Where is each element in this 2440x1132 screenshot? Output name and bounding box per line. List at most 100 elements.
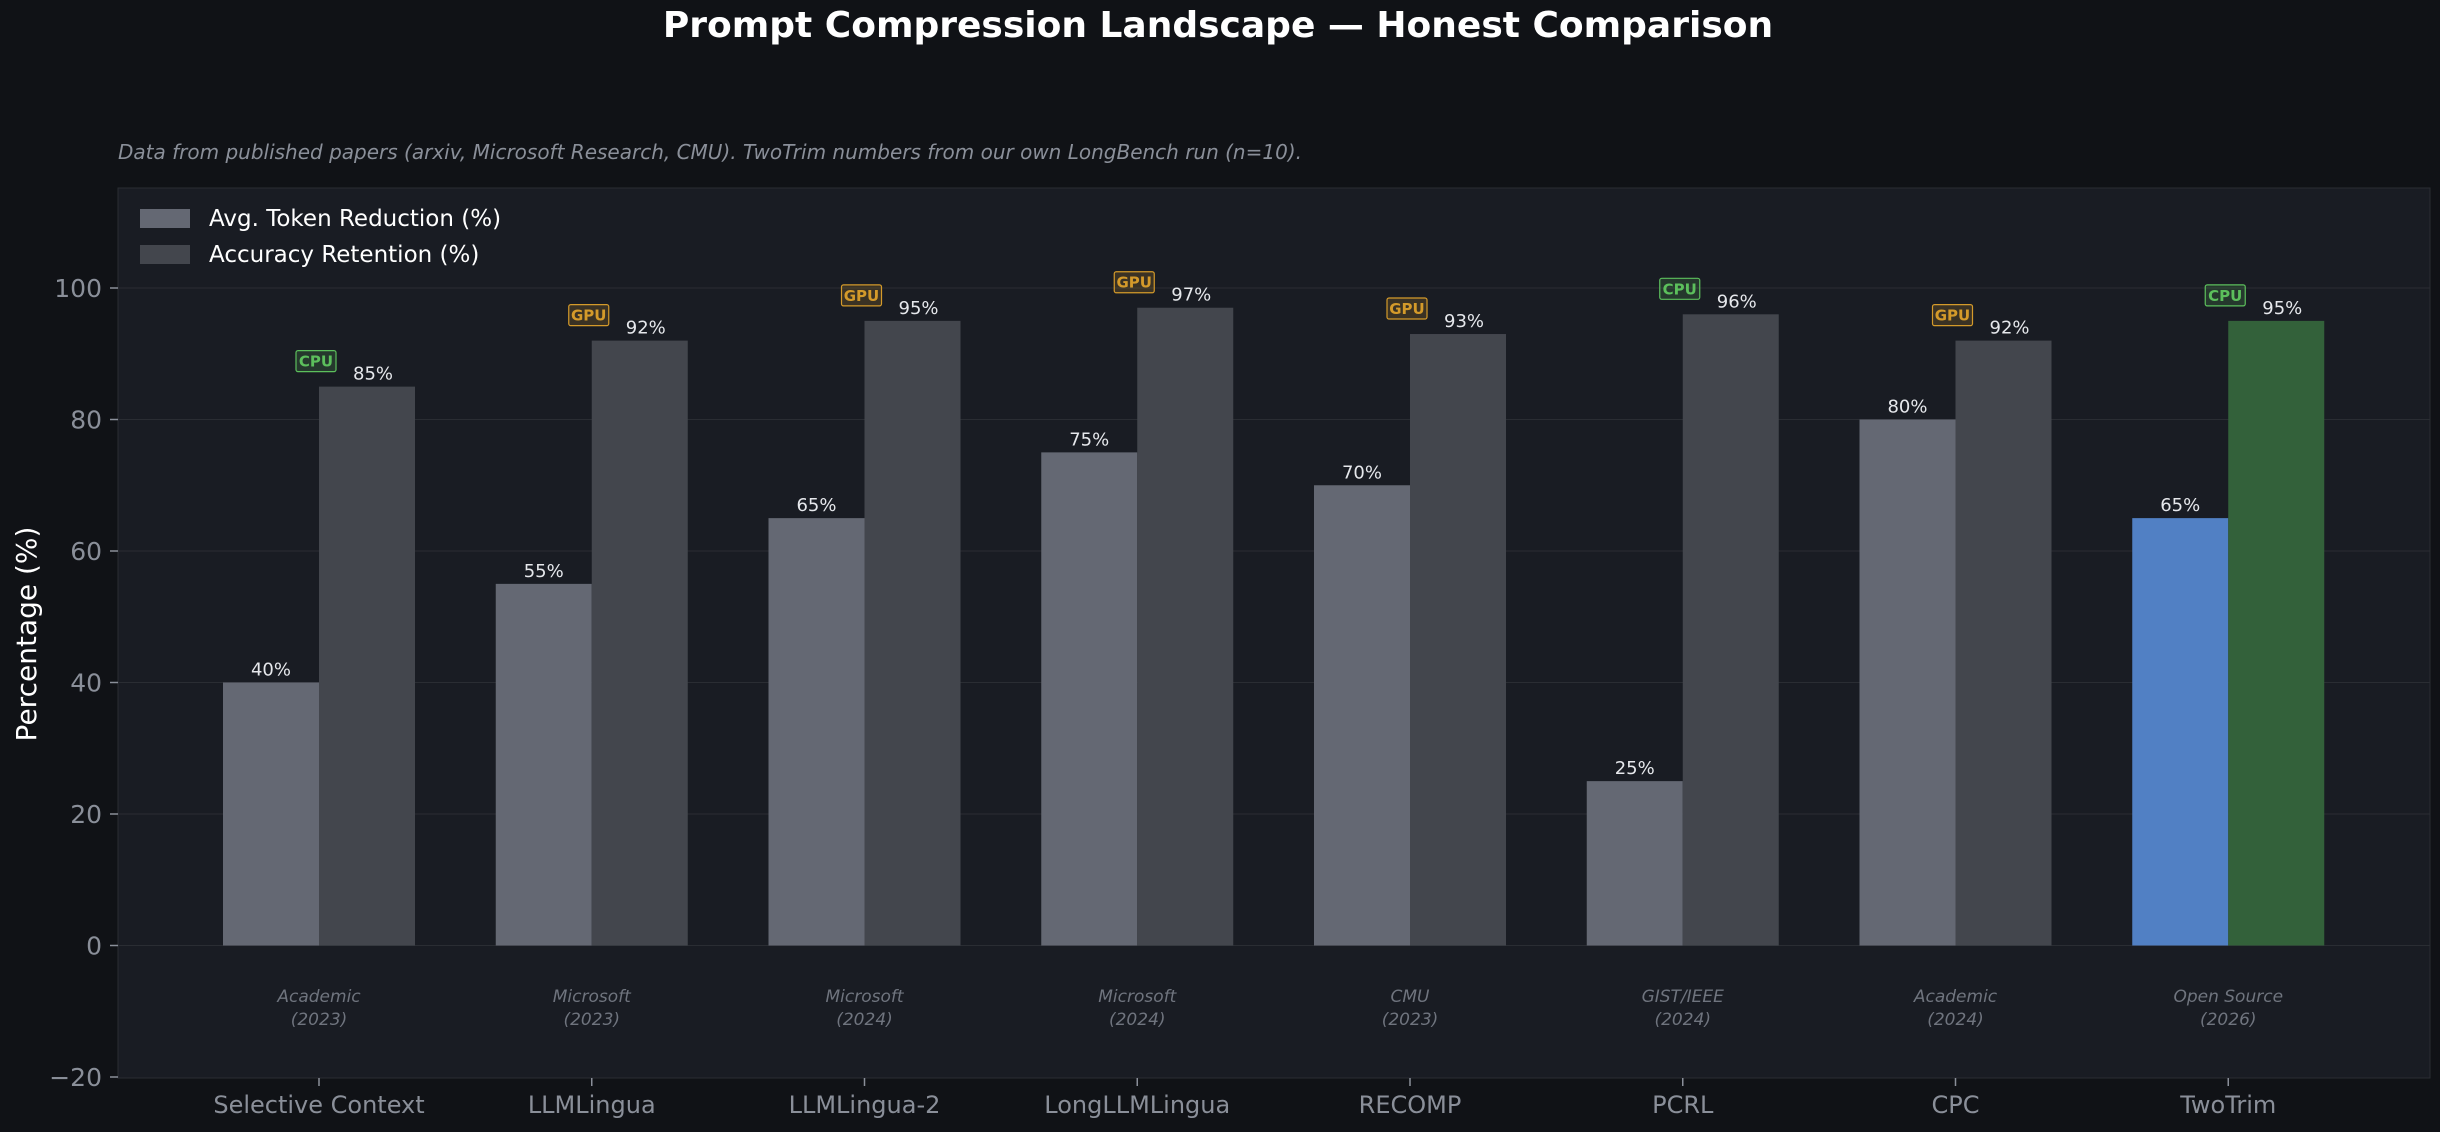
y-tick-label: 0 [86, 932, 102, 961]
source-year-llmlingua-2: (2024) [836, 1010, 893, 1030]
source-year-pcrl: (2024) [1654, 1010, 1711, 1030]
source-name-longllmlingua: Microsoft [1098, 987, 1177, 1007]
value-label-token-reduction: 70% [1342, 462, 1382, 483]
bar-token-reduction-longllmlingua [1041, 452, 1138, 946]
hardware-badge-box [840, 284, 883, 307]
legend: Avg. Token Reduction (%) Accuracy Retent… [140, 206, 501, 268]
source-year-selective-context: (2023) [291, 1010, 348, 1030]
legend-label-token-reduction: Avg. Token Reduction (%) [209, 206, 501, 232]
value-label-accuracy-retention: 95% [2262, 298, 2302, 319]
chart-subtitle: Data from published papers (arxiv, Micro… [118, 140, 1302, 164]
value-label-accuracy-retention: 85% [353, 364, 393, 385]
bar-accuracy-retention-cpc [1955, 340, 2052, 946]
bar-token-reduction-pcrl [1586, 781, 1683, 946]
y-tick-label: 100 [54, 274, 102, 303]
y-tick-label: 20 [70, 800, 102, 829]
source-name-llmlingua: Microsoft [553, 987, 632, 1007]
hardware-badge-selective-context: CPU [295, 350, 337, 373]
bars [223, 307, 2325, 946]
source-name-twotrim: Open Source [2173, 987, 2283, 1007]
value-label-accuracy-retention: 96% [1717, 291, 1757, 312]
source-year-recomp: (2023) [1382, 1010, 1439, 1030]
value-label-token-reduction: 25% [1615, 758, 1655, 779]
x-tick-label-twotrim: TwoTrim [2179, 1091, 2276, 1119]
source-name-selective-context: Academic [276, 987, 361, 1007]
y-tick-label: 40 [70, 669, 102, 698]
hardware-badge-recomp: GPU [1386, 297, 1428, 320]
source-name-pcrl: GIST/IEEE [1642, 987, 1725, 1007]
y-tick-label: 80 [70, 406, 102, 435]
bar-accuracy-retention-selective-context [319, 386, 415, 946]
chart-title: Prompt Compression Landscape — Honest Co… [663, 5, 1773, 46]
y-axis-label: Percentage (%) [10, 527, 43, 742]
source-year-twotrim: (2026) [2200, 1010, 2257, 1030]
value-label-accuracy-retention: 93% [1444, 311, 1484, 332]
hardware-badge-box [568, 304, 610, 327]
hardware-badge-box [295, 350, 337, 373]
hardware-badge-label: GPU [571, 307, 607, 325]
hardware-badge-box [1113, 271, 1155, 294]
hardware-badge-llmlingua-2: GPU [840, 284, 883, 307]
hardware-badge-pcrl: CPU [1659, 277, 1701, 300]
value-label-token-reduction: 55% [524, 561, 564, 582]
x-tick-label-llmlingua-2: LLMLingua-2 [789, 1091, 941, 1119]
source-year-llmlingua: (2023) [563, 1010, 620, 1030]
bar-token-reduction-twotrim [2132, 518, 2229, 946]
plot-area [117, 187, 2431, 1079]
bar-accuracy-retention-llmlingua [591, 340, 688, 946]
bar-token-reduction-selective-context [223, 682, 319, 946]
hardware-badge-box [1659, 277, 1701, 300]
value-label-accuracy-retention: 92% [1990, 318, 2030, 339]
value-label-token-reduction: 40% [251, 660, 291, 681]
hardware-badge-label: CPU [2208, 287, 2242, 305]
source-name-cpc: Academic [1913, 987, 1998, 1007]
x-tick-label-pcrl: PCRL [1652, 1091, 1714, 1119]
hardware-badge-label: CPU [299, 353, 333, 371]
x-tick-label-selective-context: Selective Context [213, 1091, 424, 1119]
value-label-token-reduction: 75% [1069, 429, 1109, 450]
x-tick-label-longllmlingua: LongLLMLingua [1044, 1091, 1230, 1119]
data-labels: 40% 85% CPU Academic (2023) 55% 92% GPU Microsof… [251, 271, 2302, 1030]
hardware-badge-box [1931, 304, 1974, 327]
value-label-accuracy-retention: 92% [626, 318, 666, 339]
legend-swatch-token-reduction [140, 209, 190, 228]
hardware-badge-box [2204, 284, 2246, 307]
axes: −20 0 20 40 60 80 100 Selective Context LLMLingu… [49, 274, 2276, 1119]
bar-token-reduction-llmlingua-2 [768, 518, 865, 946]
legend-label-accuracy-retention: Accuracy Retention (%) [209, 242, 479, 268]
hardware-badge-label: CPU [1663, 280, 1697, 298]
hardware-badge-llmlingua: GPU [568, 304, 610, 327]
bar-accuracy-retention-pcrl [1682, 314, 1779, 946]
x-tick-label-cpc: CPC [1932, 1091, 1980, 1119]
bar-token-reduction-cpc [1859, 419, 1956, 946]
source-name-llmlingua-2: Microsoft [825, 987, 904, 1007]
legend-swatch-accuracy-retention [140, 245, 190, 264]
value-label-token-reduction: 80% [1887, 397, 1927, 418]
y-tick-label: −20 [49, 1063, 102, 1092]
source-year-longllmlingua: (2024) [1109, 1010, 1166, 1030]
hardware-badge-label: GPU [1117, 274, 1153, 292]
bar-accuracy-retention-twotrim [2228, 320, 2325, 946]
value-label-accuracy-retention: 95% [899, 298, 939, 319]
hardware-badge-label: GPU [1935, 307, 1971, 325]
value-label-token-reduction: 65% [796, 495, 836, 516]
x-tick-label-llmlingua: LLMLingua [528, 1091, 656, 1119]
hardware-badge-cpc: GPU [1931, 304, 1974, 327]
bar-token-reduction-llmlingua [495, 583, 592, 946]
y-tick-label: 60 [70, 537, 102, 566]
value-label-token-reduction: 65% [2160, 495, 2200, 516]
bar-accuracy-retention-llmlingua-2 [864, 320, 961, 946]
hardware-badge-longllmlingua: GPU [1113, 271, 1155, 294]
value-label-accuracy-retention: 97% [1171, 285, 1211, 306]
hardware-badge-label: GPU [1389, 300, 1425, 318]
bar-accuracy-retention-recomp [1410, 334, 1506, 946]
bar-token-reduction-recomp [1314, 485, 1410, 946]
hardware-badge-twotrim: CPU [2204, 284, 2246, 307]
bar-accuracy-retention-longllmlingua [1137, 307, 1234, 946]
x-tick-label-recomp: RECOMP [1359, 1091, 1462, 1119]
hardware-badge-box [1386, 297, 1428, 320]
hardware-badge-label: GPU [844, 287, 880, 305]
source-name-recomp: CMU [1391, 987, 1431, 1007]
source-year-cpc: (2024) [1927, 1010, 1984, 1030]
